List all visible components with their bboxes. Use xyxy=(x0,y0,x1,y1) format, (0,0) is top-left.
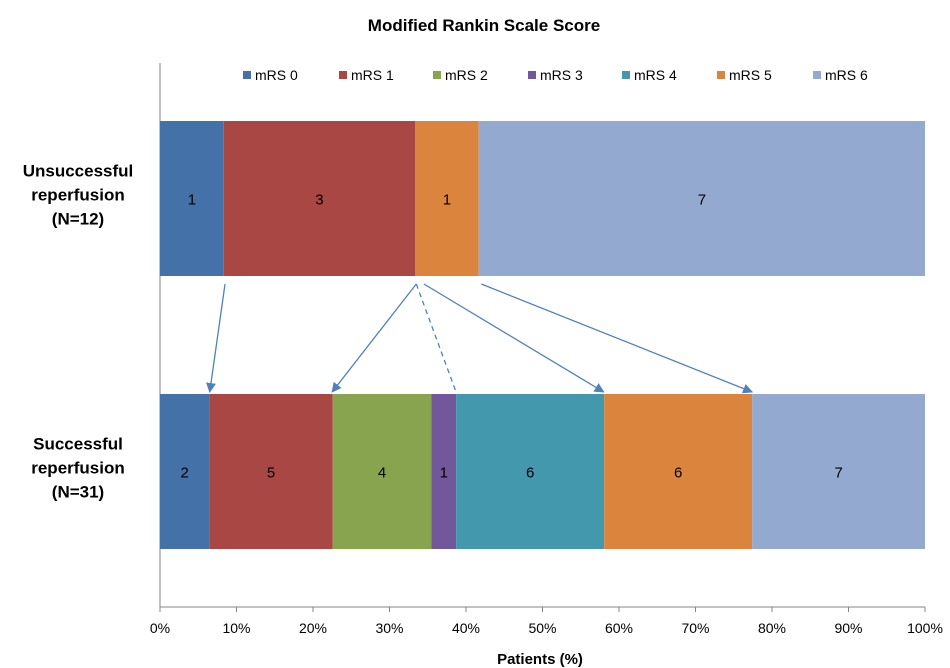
data-label: 1 xyxy=(440,465,448,482)
bar-segment xyxy=(456,394,605,549)
data-label: 4 xyxy=(378,465,386,482)
shift-arrow xyxy=(206,283,226,393)
legend-label: mRS 4 xyxy=(634,67,677,83)
data-label: 7 xyxy=(834,465,842,482)
x-tick-label: 80% xyxy=(758,620,786,636)
x-tick-label: 30% xyxy=(375,620,403,636)
x-tick-label: 60% xyxy=(605,620,633,636)
axes: 0% 10% 20% 30% 40% 50% 60% 70% 80% 90% 100% xyxy=(150,63,943,636)
data-label: 1 xyxy=(188,192,196,209)
reperfusion-shift-arrows xyxy=(206,283,754,394)
x-axis-label: Patients (%) xyxy=(497,651,583,668)
shift-arrow xyxy=(331,283,417,393)
bar-segment xyxy=(415,121,479,276)
x-tick-label: 90% xyxy=(834,620,862,636)
x-tick-label: 40% xyxy=(452,620,480,636)
legend-swatch xyxy=(622,71,630,79)
data-label: 2 xyxy=(181,465,189,482)
category-label: Successful reperfusion (N=31) xyxy=(31,435,125,502)
legend: mRS 0 mRS 1 mRS 2 mRS 3 mRS 4 mRS 5 mRS 6 xyxy=(243,67,868,83)
bar-segment xyxy=(209,394,333,549)
legend-label: mRS 2 xyxy=(445,67,488,83)
legend-swatch xyxy=(433,71,441,79)
x-tick-label: 10% xyxy=(222,620,250,636)
chart-title: Modified Rankin Scale Score xyxy=(368,16,600,35)
data-label: 7 xyxy=(698,192,706,209)
category-label: Unsuccessful reperfusion (N=12) xyxy=(23,162,134,229)
x-tick-label: 50% xyxy=(528,620,556,636)
bar-segment xyxy=(332,394,432,549)
shift-arrow xyxy=(415,283,457,393)
legend-label: mRS 6 xyxy=(825,67,868,83)
legend-label: mRS 0 xyxy=(255,67,298,83)
legend-label: mRS 3 xyxy=(540,67,583,83)
data-label: 6 xyxy=(526,465,534,482)
bar-segment xyxy=(478,121,925,276)
data-label: 1 xyxy=(443,192,451,209)
legend-swatch xyxy=(813,71,821,79)
legend-label: mRS 1 xyxy=(351,67,394,83)
legend-label: mRS 5 xyxy=(729,67,772,83)
bars: 1 3 1 7 2 5 4 1 6 6 7 xyxy=(160,121,925,549)
data-label: 6 xyxy=(674,465,682,482)
legend-swatch xyxy=(339,71,347,79)
data-label: 5 xyxy=(267,465,275,482)
bar-segment xyxy=(160,394,210,549)
x-tick-label: 70% xyxy=(681,620,709,636)
x-tick-label: 0% xyxy=(150,620,170,636)
bar-segment xyxy=(223,121,415,276)
data-label: 3 xyxy=(315,192,323,209)
bar-segment xyxy=(431,394,457,549)
x-tick-label: 100% xyxy=(907,620,943,636)
shift-arrow xyxy=(423,283,605,393)
x-tick-label: 20% xyxy=(299,620,327,636)
shift-arrow xyxy=(481,283,754,394)
legend-swatch xyxy=(528,71,536,79)
category-labels: Unsuccessful reperfusion (N=12) Successful r… xyxy=(23,162,134,502)
bar-segment xyxy=(604,394,753,549)
bar-segment xyxy=(160,121,224,276)
bar-segment xyxy=(752,394,925,549)
legend-swatch xyxy=(243,71,251,79)
legend-swatch xyxy=(717,71,725,79)
